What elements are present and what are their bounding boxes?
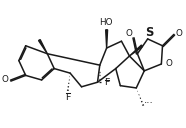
Text: F: F — [65, 93, 71, 102]
Text: O: O — [126, 29, 133, 38]
Polygon shape — [129, 45, 142, 56]
Text: F: F — [104, 78, 109, 87]
Text: HO: HO — [99, 18, 112, 27]
Text: ···: ··· — [144, 98, 154, 108]
Text: S: S — [145, 26, 153, 39]
Polygon shape — [106, 30, 108, 48]
Text: O: O — [175, 29, 182, 38]
Text: O: O — [165, 59, 172, 68]
Text: O: O — [1, 76, 8, 84]
Polygon shape — [39, 40, 47, 54]
